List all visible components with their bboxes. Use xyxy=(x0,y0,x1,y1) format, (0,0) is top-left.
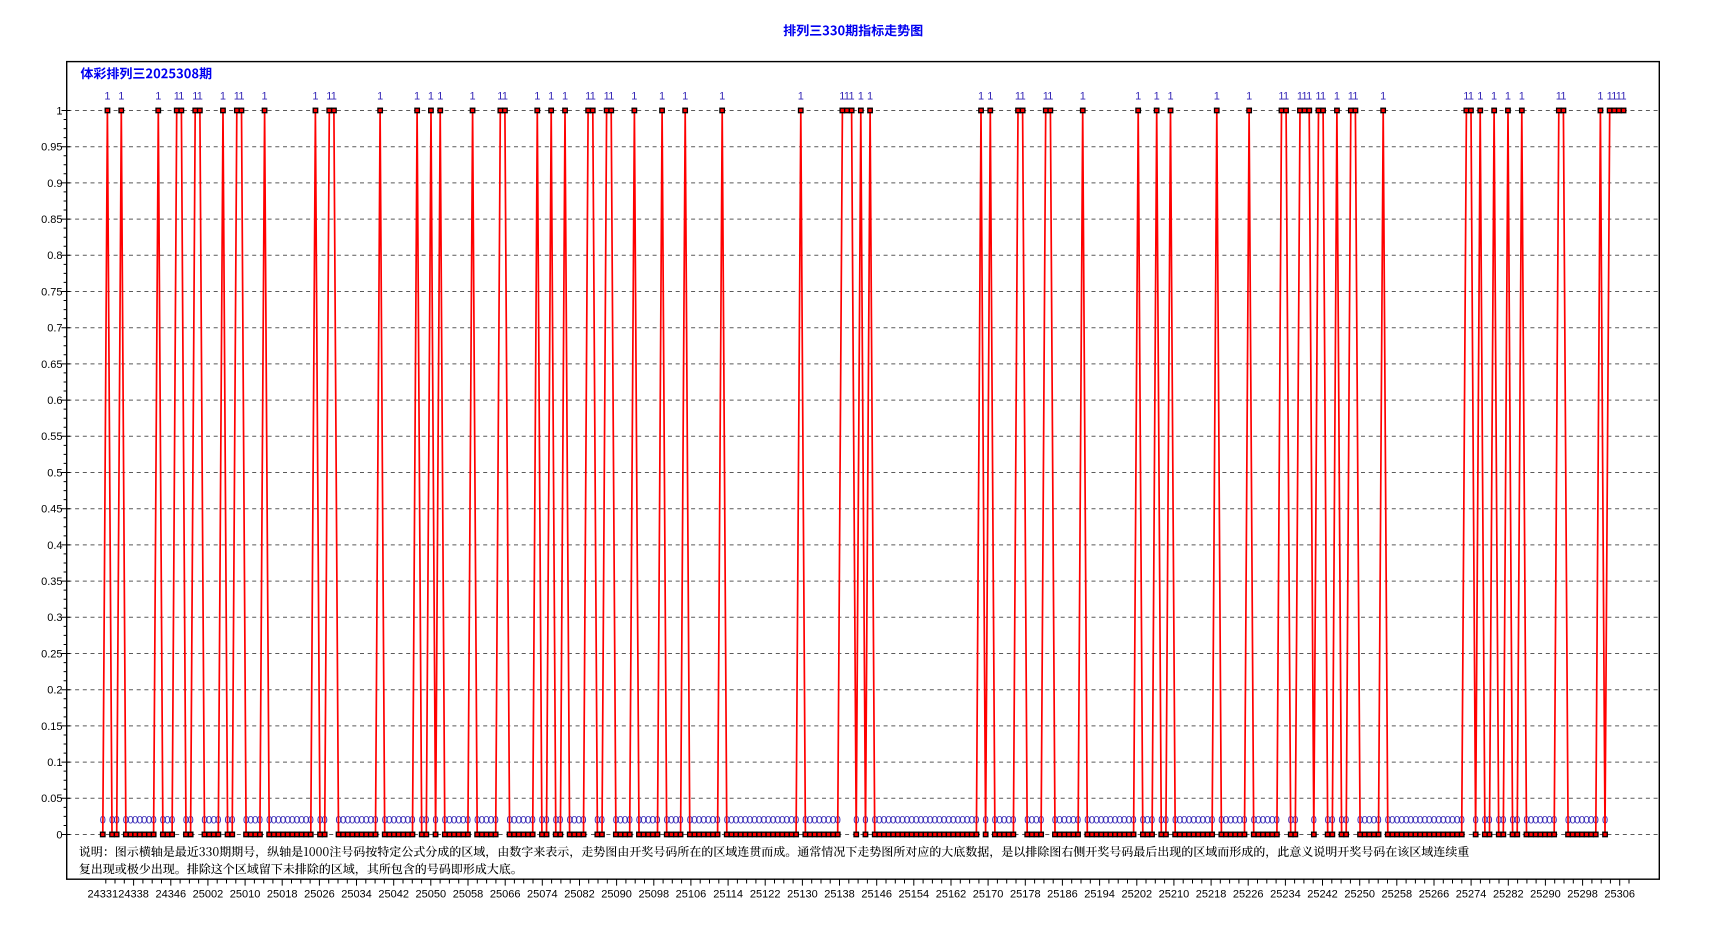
svg-text:25202: 25202 xyxy=(1122,889,1153,901)
svg-text:0.35: 0.35 xyxy=(41,576,62,588)
svg-text:0.95: 0.95 xyxy=(41,142,62,154)
svg-text:25090: 25090 xyxy=(601,889,632,901)
svg-text:25186: 25186 xyxy=(1047,889,1078,901)
svg-text:25282: 25282 xyxy=(1493,889,1524,901)
svg-text:25194: 25194 xyxy=(1084,889,1115,901)
svg-text:25114: 25114 xyxy=(713,889,743,901)
svg-text:0: 0 xyxy=(56,829,62,841)
svg-text:25018: 25018 xyxy=(267,889,298,901)
svg-text:25074: 25074 xyxy=(527,889,558,901)
svg-text:25050: 25050 xyxy=(416,889,447,901)
svg-text:25130: 25130 xyxy=(787,889,818,901)
svg-text:25218: 25218 xyxy=(1196,889,1227,901)
svg-text:0.55: 0.55 xyxy=(41,431,62,443)
svg-text:25082: 25082 xyxy=(564,889,595,901)
svg-text:25026: 25026 xyxy=(304,889,335,901)
svg-text:0.85: 0.85 xyxy=(41,214,62,226)
svg-text:25178: 25178 xyxy=(1010,889,1041,901)
svg-text:25290: 25290 xyxy=(1530,889,1561,901)
svg-text:25162: 25162 xyxy=(936,889,967,901)
svg-text:0.1: 0.1 xyxy=(47,757,62,769)
svg-text:25242: 25242 xyxy=(1307,889,1338,901)
svg-text:0.75: 0.75 xyxy=(41,286,62,298)
svg-text:25034: 25034 xyxy=(341,889,372,901)
svg-text:25234: 25234 xyxy=(1270,889,1301,901)
svg-text:25106: 25106 xyxy=(676,889,707,901)
svg-text:25226: 25226 xyxy=(1233,889,1264,901)
svg-text:0.5: 0.5 xyxy=(47,467,62,479)
svg-text:0.25: 0.25 xyxy=(41,648,62,660)
svg-text:25138: 25138 xyxy=(824,889,855,901)
svg-text:24346: 24346 xyxy=(156,889,187,901)
svg-text:0.4: 0.4 xyxy=(47,540,62,552)
svg-text:1: 1 xyxy=(56,105,62,117)
svg-text:0.2: 0.2 xyxy=(47,685,62,697)
svg-text:25266: 25266 xyxy=(1419,889,1450,901)
svg-text:0.65: 0.65 xyxy=(41,359,62,371)
svg-text:25258: 25258 xyxy=(1382,889,1413,901)
svg-text:25098: 25098 xyxy=(639,889,670,901)
svg-text:24338: 24338 xyxy=(118,889,149,901)
svg-text:25250: 25250 xyxy=(1344,889,1375,901)
svg-text:0.9: 0.9 xyxy=(47,178,62,190)
svg-text:0.3: 0.3 xyxy=(47,612,62,624)
svg-text:0.8: 0.8 xyxy=(47,250,62,262)
svg-text:25274: 25274 xyxy=(1456,889,1487,901)
svg-text:0.05: 0.05 xyxy=(41,793,62,805)
svg-text:0.7: 0.7 xyxy=(47,323,62,335)
svg-text:25210: 25210 xyxy=(1159,889,1190,901)
svg-text:25010: 25010 xyxy=(230,889,261,901)
svg-text:25042: 25042 xyxy=(378,889,409,901)
svg-text:25170: 25170 xyxy=(973,889,1004,901)
svg-text:0.15: 0.15 xyxy=(41,721,62,733)
svg-text:25066: 25066 xyxy=(490,889,521,901)
svg-text:25146: 25146 xyxy=(861,889,892,901)
svg-text:25058: 25058 xyxy=(453,889,484,901)
svg-text:0.45: 0.45 xyxy=(41,504,62,516)
svg-text:25298: 25298 xyxy=(1567,889,1598,901)
svg-text:25122: 25122 xyxy=(750,889,781,901)
svg-text:25306: 25306 xyxy=(1604,889,1635,901)
svg-text:24331: 24331 xyxy=(88,889,119,901)
svg-text:0.6: 0.6 xyxy=(47,395,62,407)
svg-text:25002: 25002 xyxy=(193,889,224,901)
svg-text:25154: 25154 xyxy=(899,889,930,901)
